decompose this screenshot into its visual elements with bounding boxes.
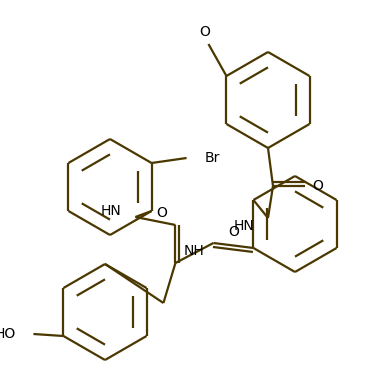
Text: O: O xyxy=(199,25,210,39)
Text: O: O xyxy=(312,179,323,193)
Text: O: O xyxy=(156,206,167,220)
Text: NH: NH xyxy=(183,244,204,258)
Text: Br: Br xyxy=(205,151,220,165)
Text: HN: HN xyxy=(101,204,122,218)
Text: HN: HN xyxy=(233,219,254,233)
Text: O: O xyxy=(228,224,239,238)
Text: HO: HO xyxy=(0,327,16,341)
